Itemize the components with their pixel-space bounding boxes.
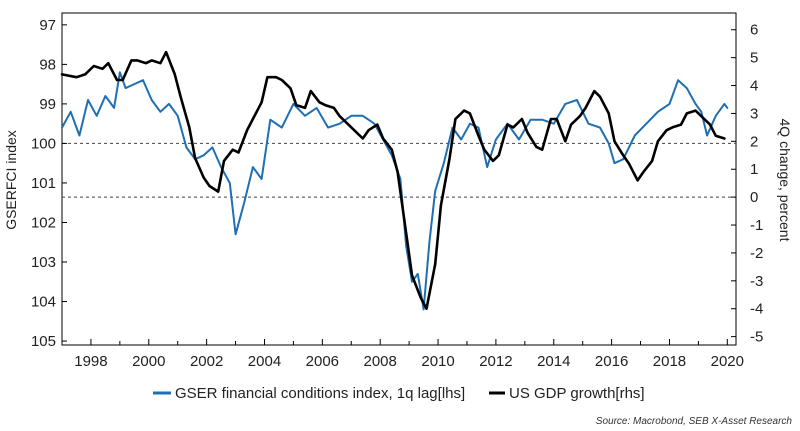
right-tick-label: -5 [750,329,763,346]
legend-label-gdp: US GDP growth[rhs] [509,385,645,402]
x-tick-label: 2002 [190,353,223,370]
legend: GSER financial conditions index, 1q lag[… [153,385,645,402]
left-tick-label: 97 [39,17,56,34]
left-tick-label: 100 [31,135,56,152]
left-tick-label: 101 [31,175,56,192]
left-tick-label: 103 [31,254,56,271]
right-tick-label: 6 [750,22,758,39]
right-tick-label: 2 [750,133,758,150]
left-tick-label: 99 [39,96,56,113]
right-tick-label: 0 [750,189,758,206]
right-tick-label: 3 [750,105,758,122]
x-tick-label: 2018 [653,353,686,370]
x-tick-label: 2016 [595,353,628,370]
series-line-gdp [60,50,726,311]
right-tick-label: -4 [750,301,763,318]
x-tick-label: 2006 [306,353,339,370]
left-tick-label: 102 [31,214,56,231]
series-line-fci [61,71,729,311]
source-note: Source: Macrobond, SEB X-Asset Research [596,416,793,427]
plot-frame [61,12,737,346]
left-tick-label: 98 [39,56,56,73]
x-tick-label: 2014 [537,353,570,370]
right-tick-label: 5 [750,50,758,67]
right-tick-label: -3 [750,273,763,290]
right-tick-label: 4 [750,78,758,95]
left-tick-label: 105 [31,333,56,350]
x-tick-label: 2008 [364,353,397,370]
left-tick-label: 104 [31,294,56,311]
right-tick-label: -2 [750,245,763,262]
right-axis-title: 4Q change, percent [777,119,793,242]
x-tick-label: 2012 [479,353,512,370]
x-tick-label: 2010 [421,353,454,370]
legend-label-fci: GSER financial conditions index, 1q lag[… [175,385,465,402]
right-tick-label: 1 [750,161,758,178]
right-tick-label: -1 [750,217,763,234]
left-axis-title: GSERFCI index [3,130,19,230]
x-tick-label: 2000 [132,353,165,370]
x-tick-label: 1998 [74,353,107,370]
x-tick-label: 2004 [248,353,281,370]
x-tick-label: 2020 [711,353,744,370]
